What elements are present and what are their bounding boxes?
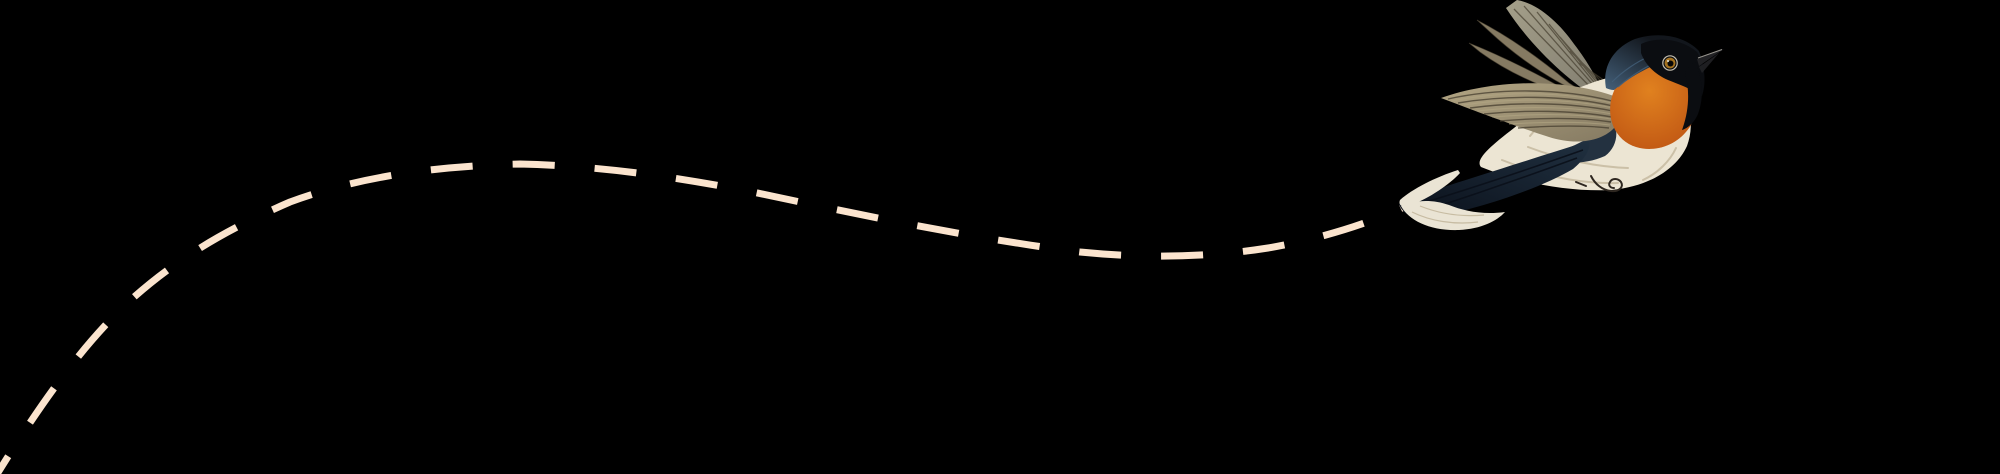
bird-tail	[1399, 141, 1590, 231]
raised-wing-striations	[1513, 5, 1606, 97]
tail-underfan-lines	[1411, 205, 1485, 224]
raised-wing-sail	[1506, 0, 1604, 99]
near-wing-shape	[1441, 83, 1617, 142]
tail-white-tip-upper	[1399, 170, 1460, 207]
bird-beak	[1697, 49, 1724, 73]
eye-pupil	[1667, 60, 1674, 67]
bird-near-wing	[1441, 83, 1617, 142]
bird-raised-wing	[1468, 0, 1606, 102]
swallow-bird-illustration	[1399, 0, 1724, 231]
eye-outer-ring	[1662, 55, 1678, 71]
flight-path-dashed-line	[0, 160, 1406, 474]
eye-glint	[1666, 59, 1670, 63]
foot-curl	[1590, 175, 1623, 193]
foot-leg-hint	[1575, 181, 1587, 187]
bird-bib-crescent	[1682, 62, 1702, 130]
beak-ridge-highlight	[1697, 49, 1723, 59]
raised-wing-spike-feather-inner	[1476, 19, 1597, 101]
near-wing-light-striations	[1451, 93, 1614, 126]
raised-wing-blue-sheen	[1506, 0, 1604, 99]
beak-upper-mandible	[1697, 49, 1724, 66]
beak-lower-mandible	[1699, 53, 1719, 73]
near-wing-dark-striations	[1447, 90, 1614, 129]
bird-foot	[1575, 175, 1623, 193]
bird-eye	[1662, 55, 1678, 71]
